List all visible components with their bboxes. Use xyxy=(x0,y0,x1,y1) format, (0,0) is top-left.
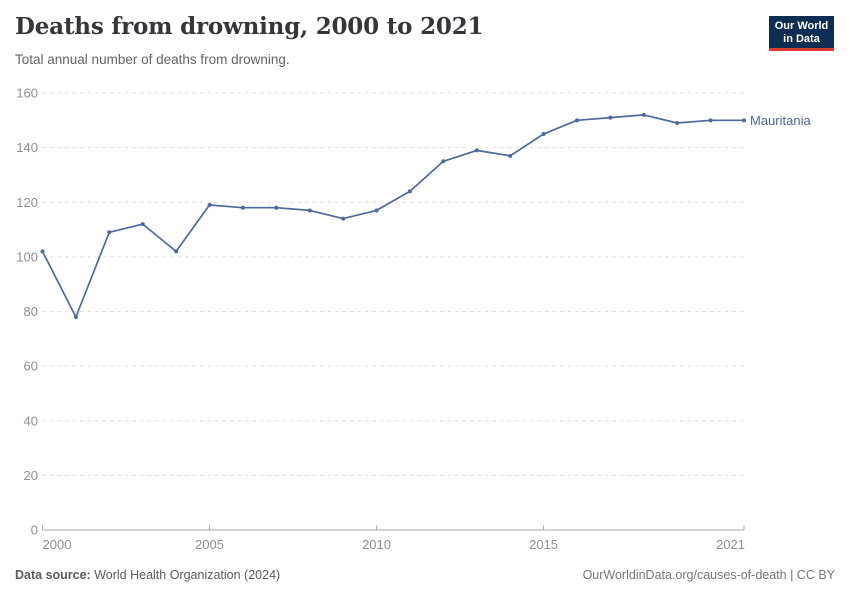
y-tick-label: 140 xyxy=(16,140,38,155)
footer-source-text: World Health Organization (2024) xyxy=(90,568,281,582)
data-point xyxy=(341,216,346,221)
data-point xyxy=(274,205,279,210)
data-point xyxy=(107,230,112,235)
data-point xyxy=(708,118,713,123)
y-tick-label: 60 xyxy=(24,359,38,374)
data-point xyxy=(240,205,245,210)
entity-label: Mauritania xyxy=(750,113,811,128)
y-tick-label: 100 xyxy=(16,249,38,264)
y-tick-label: 160 xyxy=(16,86,38,101)
footer-source: Data source: World Health Organization (… xyxy=(15,568,280,582)
data-point xyxy=(675,121,680,126)
data-point xyxy=(73,314,78,319)
data-point xyxy=(641,112,646,117)
y-tick-label: 20 xyxy=(24,468,38,483)
data-point xyxy=(207,202,212,207)
logo-text-line1: Our World xyxy=(774,20,829,32)
data-point xyxy=(407,189,412,194)
data-point xyxy=(474,148,479,153)
x-tick-label: 2015 xyxy=(529,537,558,552)
page-subtitle: Total annual number of deaths from drown… xyxy=(15,52,290,67)
data-point xyxy=(307,208,312,213)
footer-source-label: Data source: xyxy=(15,568,91,582)
x-tick-label: 2021 xyxy=(716,537,745,552)
series-line xyxy=(41,114,745,318)
data-point xyxy=(441,159,446,164)
footer-link[interactable]: OurWorldinData.org/causes-of-death | CC … xyxy=(582,568,835,582)
logo-text-line2: in Data xyxy=(783,32,820,45)
x-tick-label: 2005 xyxy=(195,537,224,552)
page-title: Deaths from drowning, 2000 to 2021 xyxy=(15,13,484,40)
footer: Data source: World Health Organization (… xyxy=(15,568,835,582)
y-tick-label: 0 xyxy=(31,523,38,538)
data-point xyxy=(574,118,579,123)
owid-logo[interactable]: Our World in Data xyxy=(769,16,834,51)
data-point xyxy=(140,222,145,227)
data-point xyxy=(174,249,179,254)
data-point xyxy=(374,208,379,213)
data-point xyxy=(608,115,613,120)
data-point xyxy=(742,118,746,123)
data-point xyxy=(40,249,45,254)
x-tick-label: 2010 xyxy=(362,537,391,552)
y-tick-label: 80 xyxy=(24,304,38,319)
y-tick-label: 40 xyxy=(24,413,38,428)
y-tick-label: 120 xyxy=(16,195,38,210)
data-point xyxy=(508,153,513,158)
data-point xyxy=(541,131,546,136)
x-tick-label: 2000 xyxy=(43,537,72,552)
